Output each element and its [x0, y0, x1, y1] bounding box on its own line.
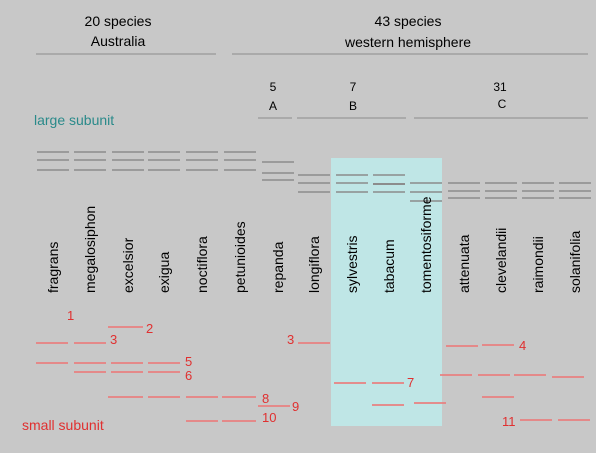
western-region: western hemisphere	[344, 34, 471, 50]
band-number: 8	[262, 391, 269, 406]
species-label-sylvestris: sylvestris	[344, 235, 360, 293]
subgroup-a-count: 5	[270, 80, 277, 94]
australia-region: Australia	[91, 33, 146, 49]
species-label-attenuata: attenuata	[456, 234, 472, 293]
species-label-fragrans: fragrans	[45, 242, 61, 293]
species-label-raimondii: raimondii	[530, 236, 546, 293]
species-label-megalosiphon: megalosiphon	[82, 206, 98, 293]
band-number: 10	[262, 410, 276, 425]
band-number: 3	[110, 332, 117, 347]
species-label-exigua: exigua	[156, 252, 172, 293]
species-label-tabacum: tabacum	[381, 239, 397, 293]
band-number: 7	[407, 375, 414, 390]
large-subunit-label: large subunit	[34, 112, 114, 128]
band-number: 3	[287, 332, 294, 347]
species-label-petunioides: petunioides	[232, 221, 248, 293]
band-number: 4	[519, 338, 526, 353]
band-number: 6	[185, 368, 192, 383]
species-label-tomentosiforme: tomentosiforme	[418, 196, 434, 293]
subgroup-a-letter: A	[269, 99, 277, 113]
subgroup-c-letter: C	[498, 97, 507, 111]
subgroup-b-letter: B	[349, 99, 357, 113]
species-label-excelsior: excelsior	[120, 237, 136, 293]
band-number: 1	[67, 308, 74, 323]
band-number: 5	[185, 354, 192, 369]
large-subunit-bands	[37, 151, 591, 202]
highlight-region	[331, 158, 442, 426]
band-number: 9	[292, 399, 299, 414]
species-label-repanda: repanda	[270, 241, 286, 293]
western-count: 43 species	[375, 13, 442, 29]
subgroup-b-count: 7	[350, 80, 357, 94]
subgroup-c-count: 31	[493, 80, 507, 94]
australia-count: 20 species	[85, 13, 152, 29]
species-labels: fragrans megalosiphon excelsior exigua nocti…	[45, 196, 583, 293]
species-label-longiflora: longiflora	[306, 236, 322, 293]
small-subunit-bands	[36, 326, 590, 422]
species-label-noctiflora: noctiflora	[194, 236, 210, 293]
small-subunit-label: small subunit	[22, 417, 104, 433]
band-numbers: 1 2 3 3 4 56 7 8 9 10 11	[67, 308, 526, 429]
band-number: 11	[502, 414, 516, 429]
species-label-clevelandii: clevelandii	[493, 228, 509, 293]
species-label-solanifolia: solanifolia	[567, 231, 583, 293]
band-number: 2	[146, 321, 153, 336]
